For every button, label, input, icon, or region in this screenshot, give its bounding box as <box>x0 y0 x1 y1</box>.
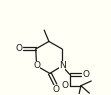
Text: O: O <box>82 70 89 79</box>
Text: N: N <box>59 61 65 70</box>
Text: O: O <box>33 61 40 70</box>
Text: O: O <box>15 44 22 53</box>
Text: O: O <box>61 81 68 90</box>
Text: O: O <box>52 85 59 94</box>
